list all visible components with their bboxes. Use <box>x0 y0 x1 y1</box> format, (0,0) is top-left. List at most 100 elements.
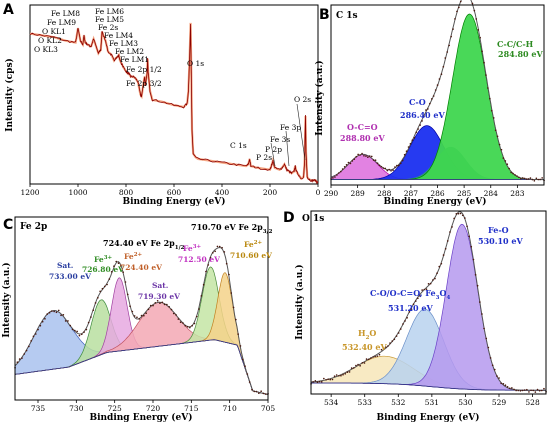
ann-o-c-o: O-C=O <box>347 122 378 132</box>
panel-label-a: A <box>3 2 14 18</box>
b-x-tick-label: 286 <box>430 189 445 198</box>
survey-raw-line <box>29 23 319 185</box>
d-x-tick-label: 530 <box>458 398 473 407</box>
panel-label-b: B <box>319 7 330 23</box>
x-axis-label-a: Binding Energy (eV) <box>122 196 225 207</box>
a-x-tick-label: 1000 <box>68 188 87 197</box>
ann-h2o: H2O <box>358 328 376 341</box>
background-line <box>14 339 269 395</box>
ann-o-c-o-value: 288.80 eV <box>340 133 385 143</box>
ann-fe3-726-value: 726.80 eV <box>82 265 124 274</box>
ann-fe3-712-value: 712.50 eV <box>178 255 220 264</box>
ann-o-2s: O 2s <box>294 95 311 104</box>
b-x-tick-label: 284 <box>484 189 499 198</box>
ann-c-o-fe3o4-text: C-O/O-C=O, Fe <box>370 288 436 298</box>
ann-fe2p-half: 724.40 eV Fe 2p1/2 <box>103 238 185 251</box>
panel-title-b: C 1s <box>336 11 358 21</box>
ann-fe-o-value: 530.10 eV <box>478 236 523 246</box>
x-ticks-a: 1200 1000 800 600 400 200 0 <box>20 184 321 197</box>
b-x-tick-label: 283 <box>510 189 525 198</box>
y-axis-label-c: Intensity (a.u.) <box>1 262 12 337</box>
panel-title-d: O 1s <box>302 214 324 224</box>
leader-fe-3p <box>285 130 290 167</box>
o1s-plot <box>310 211 547 393</box>
ann-fe2-710: Fe2+ <box>244 240 263 249</box>
b-x-tick-label: 289 <box>350 189 365 198</box>
c-x-tick-label: 730 <box>69 404 84 413</box>
ann-fe2p-half-text: 724.40 eV Fe 2p <box>103 238 175 248</box>
ann-c-o-fe3o4-sub: 3 <box>436 295 440 301</box>
ann-fe2-710-value: 710.60 eV <box>230 251 272 260</box>
a-x-tick-label: 400 <box>215 188 230 197</box>
ann-fe3-712-text: Fe <box>183 244 193 253</box>
panel-a: A 1200 1000 800 600 400 200 0 Intensity (cps) … <box>3 2 321 207</box>
ann-fe-o: Fe-O <box>488 225 509 235</box>
ann-h2o-text: H <box>358 328 366 338</box>
y-axis-label-b: Intensity (a.u.) <box>314 60 325 135</box>
envelope-line <box>14 246 269 395</box>
ann-c-o-fe3o4-value: 531.20 eV <box>388 303 433 313</box>
a-x-tick-label: 800 <box>119 188 134 197</box>
a-x-tick-label: 200 <box>263 188 278 197</box>
ann-cc-ch-value: 284.80 eV <box>498 49 543 59</box>
panel-label-d: D <box>283 210 295 226</box>
ann-fe3-712: Fe3+ <box>183 244 202 253</box>
survey-fit-line <box>29 22 318 184</box>
background-line <box>311 382 546 391</box>
y-axis-label-a: Intensity (cps) <box>4 58 15 132</box>
ann-sat-719: Sat. <box>152 281 168 290</box>
c-x-tick-label: 715 <box>184 404 199 413</box>
plot-frame-a <box>29 4 319 185</box>
ann-o-kl3: O KL3 <box>34 45 58 54</box>
ann-fe-lm1: Fe LM1 <box>120 55 149 64</box>
a-x-tick-label: 0 <box>316 188 321 197</box>
ann-o-kl2: O KL2 <box>38 36 62 45</box>
x-ticks-c: 735 730 725 720 715 710 705 <box>31 400 276 413</box>
x-axis-label-d: Binding Energy (eV) <box>376 412 479 423</box>
c-x-tick-label: 705 <box>261 404 276 413</box>
ann-p-2s: P 2s <box>256 153 272 162</box>
ann-fe3-726-text: Fe <box>94 255 104 264</box>
panel-c: C Fe 2p 735 730 725 720 715 710 705 Intensity … <box>1 216 276 423</box>
survey-plot <box>29 22 319 185</box>
envelope-line <box>310 211 546 391</box>
leader-o-2s <box>296 103 306 161</box>
ann-c-o-fe3o4: C-O/O-C=O, Fe3O4 <box>370 288 450 301</box>
b-x-tick-label: 290 <box>324 189 339 198</box>
ann-h2o-sub: 2 <box>366 335 370 341</box>
ann-fe-lm5: Fe LM5 <box>95 15 124 24</box>
ann-p-2p: P 2p <box>265 145 282 154</box>
x-axis-label-b: Binding Energy (eV) <box>383 196 486 207</box>
ann-fe-2s: Fe 2s <box>98 23 118 32</box>
ann-fe2-724-sup: 2+ <box>134 252 143 258</box>
c1s-plot <box>330 0 545 182</box>
ann-c-o: C-O <box>409 97 426 107</box>
x-ticks-b: 290 289 288 287 286 285 284 283 <box>324 185 525 198</box>
ann-o-1s: O 1s <box>187 59 204 68</box>
ann-fe3-726: Fe3+ <box>94 255 113 264</box>
b-x-tick-label: 287 <box>404 189 419 198</box>
ann-fe-lm2: Fe LM2 <box>115 47 144 56</box>
ann-h2o-text2: O <box>369 328 376 338</box>
plot-frame-d <box>310 210 547 395</box>
ann-c-1s: C 1s <box>230 141 247 150</box>
c-x-tick-label: 710 <box>223 404 238 413</box>
ann-fe-lm4: Fe LM4 <box>104 31 133 40</box>
x-axis-label-c: Binding Energy (eV) <box>89 412 192 423</box>
panel-title-c: Fe 2p <box>20 222 47 232</box>
d-x-tick-label: 528 <box>525 398 540 407</box>
ann-fe-lm8: Fe LM8 <box>51 9 80 18</box>
leader-fe-3s <box>270 142 276 167</box>
ann-fe2p-three-half-text: 710.70 eV Fe 2p <box>191 222 263 232</box>
ann-fe-3p: Fe 3p <box>280 123 301 132</box>
ann-sat-733-value: 733.00 eV <box>49 272 91 281</box>
ann-fe-lm3: Fe LM3 <box>109 39 138 48</box>
ann-fe2p-three-half: 710.70 eV Fe 2p3/2 <box>191 222 273 235</box>
x-ticks-d: 534 533 532 531 530 529 528 <box>324 394 540 407</box>
ann-fe2-724: Fe2+ <box>124 252 143 261</box>
d-x-tick-label: 533 <box>358 398 373 407</box>
ann-fe-2p-three-half: Fe 2p 3/2 <box>126 79 162 88</box>
ann-fe2-724-text: Fe <box>124 252 134 261</box>
ann-fe2-710-text: Fe <box>244 240 254 249</box>
